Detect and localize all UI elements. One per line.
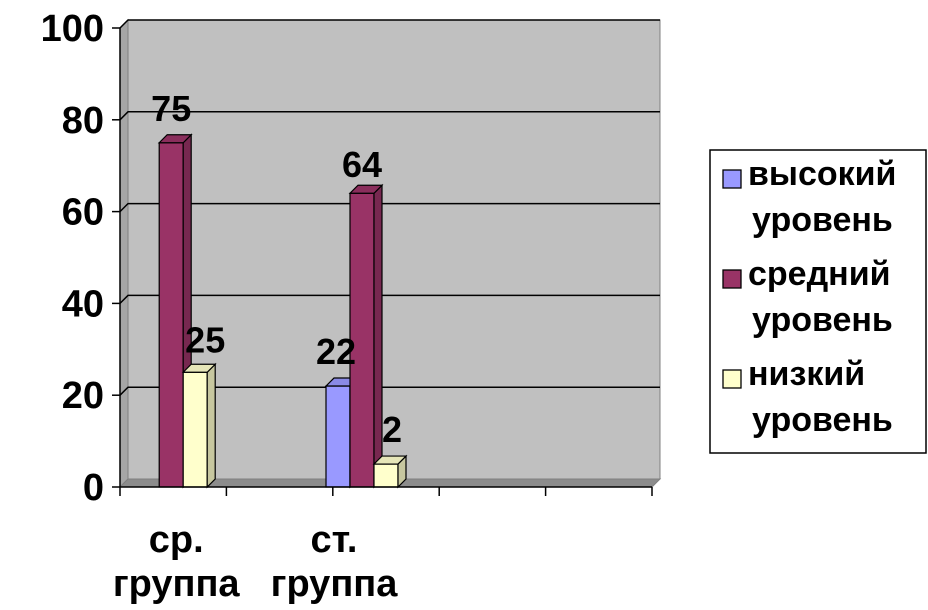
plot-area (118, 18, 662, 489)
legend-label: средний (748, 255, 891, 293)
legend-label: высокий (748, 155, 896, 193)
data-label: 2 (382, 409, 402, 450)
data-label: 75 (151, 88, 191, 129)
bar-top (348, 184, 384, 194)
bar (372, 454, 408, 489)
legend-label: уровень (752, 301, 893, 339)
gridline (119, 294, 660, 304)
x-category-label: ст. (311, 519, 358, 561)
bar-front (325, 385, 351, 488)
legend-label: низкий (748, 355, 865, 393)
gridline (119, 19, 660, 29)
data-labels: 22 75 64 25 2 (151, 88, 402, 450)
y-tick-label: 60 (62, 192, 104, 234)
legend-swatch (722, 169, 742, 189)
y-tick-label: 100 (41, 8, 104, 50)
y-tick-label: 80 (62, 100, 104, 142)
bar-front (182, 371, 208, 488)
legend-label: уровень (752, 401, 893, 439)
y-tick-label: 40 (62, 283, 104, 325)
y-tick-label: 20 (62, 375, 104, 417)
gridline (119, 386, 660, 396)
bar-side (206, 362, 216, 489)
legend-box (709, 149, 927, 454)
x-category-label: ср. (149, 519, 204, 561)
bar-top (372, 455, 408, 465)
gridline (119, 111, 660, 121)
bar-front (158, 142, 184, 488)
bar (181, 362, 217, 489)
data-label: 25 (185, 319, 225, 360)
x-category-label: группа (271, 563, 399, 605)
plot-back-wall (127, 19, 661, 480)
legend-label: уровень (752, 201, 893, 239)
bar-side (373, 183, 383, 489)
legend-swatch (722, 269, 742, 289)
legend: высокий уровень средний уровень низкий уровен… (709, 149, 927, 454)
bar-front (373, 463, 399, 488)
plot-side-wall (119, 18, 129, 489)
data-label: 64 (342, 144, 382, 185)
bar-top (157, 134, 193, 144)
gridline (119, 202, 660, 213)
data-label: 22 (316, 331, 356, 372)
bars (157, 133, 408, 489)
y-tick-label: 0 (83, 467, 104, 509)
bar-top (181, 363, 217, 373)
legend-swatch (722, 369, 742, 389)
bar (348, 183, 384, 489)
x-category-label: группа (113, 563, 241, 605)
